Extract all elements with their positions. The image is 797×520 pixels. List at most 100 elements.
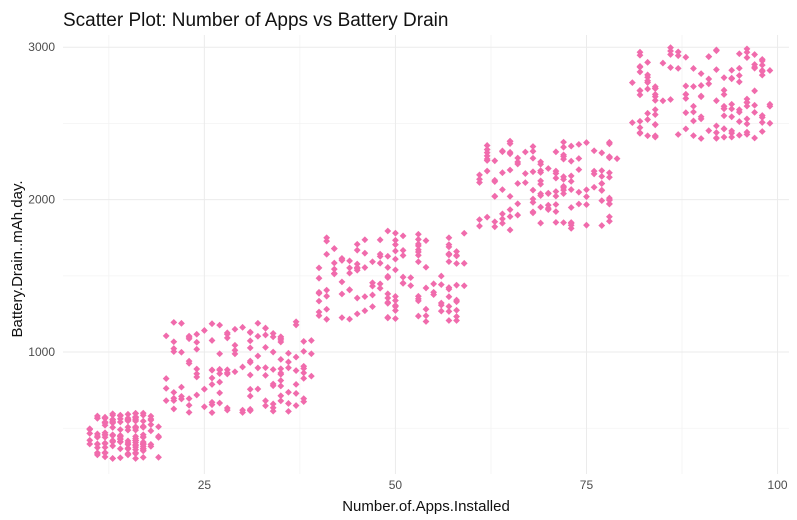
data-point	[575, 166, 583, 174]
data-point	[277, 355, 285, 363]
data-point	[262, 402, 269, 410]
data-point	[132, 436, 139, 444]
data-point	[598, 180, 606, 187]
data-point	[216, 378, 224, 386]
data-point	[246, 392, 254, 400]
data-point	[361, 293, 369, 301]
data-point	[200, 327, 208, 334]
data-point	[101, 419, 109, 427]
data-point	[598, 222, 606, 229]
data-point	[491, 223, 499, 231]
data-point	[384, 227, 392, 235]
data-point	[231, 346, 239, 354]
data-point	[170, 318, 178, 326]
data-point	[743, 98, 751, 106]
data-point	[315, 312, 323, 319]
data-point	[499, 210, 506, 218]
data-point	[697, 70, 705, 78]
data-point	[751, 101, 759, 109]
data-point	[636, 124, 644, 131]
data-point	[285, 358, 292, 366]
data-point	[758, 68, 766, 75]
data-point	[376, 259, 384, 267]
data-point	[743, 54, 751, 61]
data-point	[399, 232, 407, 240]
data-point	[422, 284, 430, 292]
data-point	[628, 119, 636, 126]
y-tick-label: 2000	[28, 193, 55, 207]
data-point	[323, 237, 331, 245]
data-point	[445, 258, 453, 266]
data-point	[735, 72, 743, 79]
data-point	[506, 213, 514, 220]
data-point	[162, 332, 170, 340]
data-point	[124, 426, 132, 434]
data-point	[300, 395, 308, 402]
data-point	[269, 348, 277, 356]
data-point	[300, 347, 308, 355]
data-point	[109, 438, 117, 445]
data-point	[636, 48, 644, 56]
data-point	[162, 375, 170, 382]
data-point	[277, 392, 285, 400]
data-point	[116, 438, 124, 445]
x-axis-title: Number.of.Apps.Installed	[342, 498, 510, 515]
data-point	[231, 368, 239, 376]
data-point	[269, 380, 277, 388]
data-point	[751, 108, 759, 116]
data-point	[552, 188, 560, 195]
data-point	[552, 174, 560, 182]
data-point	[720, 112, 728, 120]
data-point	[575, 188, 583, 196]
data-point	[491, 192, 499, 200]
data-point	[713, 122, 720, 130]
data-point	[590, 170, 598, 178]
data-point	[147, 412, 155, 420]
data-point	[422, 237, 430, 245]
data-point	[262, 364, 269, 372]
data-point	[216, 321, 224, 329]
data-point	[560, 155, 567, 163]
data-point	[544, 190, 552, 198]
data-point	[200, 385, 208, 393]
data-point	[269, 407, 277, 415]
data-point	[735, 64, 743, 72]
data-point	[384, 264, 392, 271]
data-point	[353, 266, 361, 274]
data-point	[445, 303, 453, 310]
data-point	[346, 257, 353, 265]
data-point	[300, 338, 308, 345]
data-point	[758, 119, 766, 126]
data-point	[720, 74, 728, 82]
data-point	[521, 170, 529, 177]
data-point	[529, 143, 537, 150]
data-point	[132, 413, 139, 421]
data-point	[292, 318, 300, 326]
data-point	[353, 240, 361, 248]
data-point	[346, 269, 353, 277]
data-point	[170, 397, 178, 404]
data-point	[277, 377, 285, 384]
data-point	[491, 176, 499, 184]
data-point	[445, 293, 453, 301]
data-point	[644, 132, 652, 140]
data-point	[590, 183, 598, 191]
data-point	[728, 66, 736, 74]
data-point	[720, 86, 728, 94]
data-point	[728, 100, 736, 108]
data-point	[346, 286, 353, 294]
data-point	[506, 192, 514, 200]
data-point	[361, 307, 369, 315]
data-point	[246, 371, 254, 379]
data-point	[285, 349, 292, 357]
data-point	[590, 147, 598, 155]
data-point	[445, 251, 453, 259]
data-point	[667, 96, 674, 103]
data-point	[315, 288, 323, 296]
data-point	[399, 273, 407, 281]
data-point	[361, 236, 369, 244]
data-point	[139, 423, 147, 431]
data-point	[93, 451, 101, 459]
data-point	[453, 260, 460, 267]
